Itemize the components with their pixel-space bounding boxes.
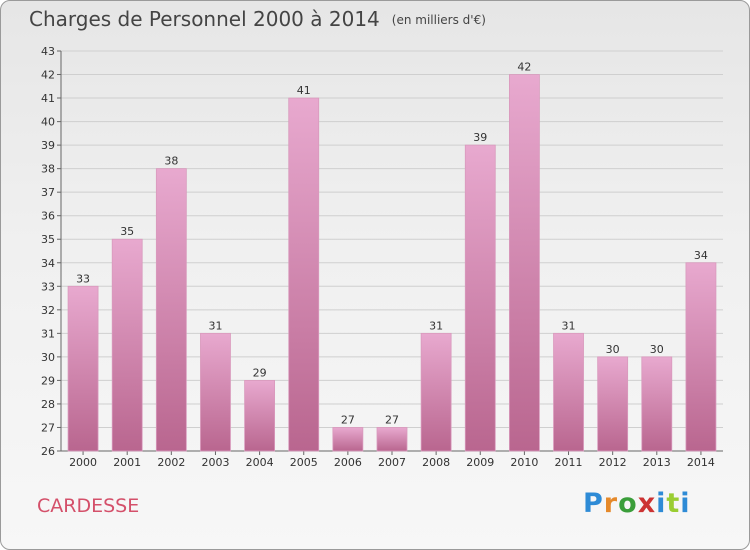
- chart-title-text: Charges de Personnel 2000 à 2014: [29, 7, 380, 31]
- y-tick-label: 32: [41, 304, 55, 317]
- chart-subtitle: (en milliers d'€): [391, 13, 486, 27]
- y-tick-label: 29: [41, 374, 55, 387]
- y-tick-label: 39: [41, 139, 55, 152]
- data-label-2009: 39: [473, 131, 487, 144]
- data-label-2004: 29: [253, 366, 267, 379]
- x-tick-label: 2003: [201, 456, 229, 469]
- y-tick-label: 42: [41, 69, 55, 82]
- x-tick-label: 2011: [555, 456, 583, 469]
- data-label-2003: 31: [208, 319, 222, 332]
- x-tick-label: 2001: [113, 456, 141, 469]
- bar-2009: [464, 144, 496, 452]
- data-label-2001: 35: [120, 225, 134, 238]
- y-tick-label: 43: [41, 45, 55, 58]
- x-tick-label: 2013: [643, 456, 671, 469]
- y-tick-label: 36: [41, 210, 55, 223]
- bar-2007: [376, 427, 408, 452]
- bar-2000: [67, 285, 99, 452]
- data-label-2006: 27: [341, 413, 355, 426]
- data-label-2014: 34: [694, 249, 708, 262]
- y-tick-label: 30: [41, 351, 55, 364]
- x-tick-label: 2014: [687, 456, 715, 469]
- x-tick-label: 2009: [466, 456, 494, 469]
- bar-2002: [155, 168, 187, 452]
- data-label-2005: 41: [297, 84, 311, 97]
- y-tick-label: 27: [41, 421, 55, 434]
- bar-2006: [332, 427, 364, 452]
- proxiti-logo: Proxiti: [583, 488, 691, 519]
- bar-2001: [111, 238, 143, 452]
- bar-2014: [685, 262, 717, 452]
- y-tick-label: 33: [41, 280, 55, 293]
- y-tick-label: 38: [41, 163, 55, 176]
- data-label-2011: 31: [562, 319, 576, 332]
- data-label-2000: 33: [76, 272, 90, 285]
- bar-2004: [244, 380, 276, 452]
- data-label-2007: 27: [385, 413, 399, 426]
- y-tick-label: 28: [41, 398, 55, 411]
- y-tick-label: 26: [41, 445, 55, 458]
- data-label-2008: 31: [429, 319, 443, 332]
- y-tick-label: 35: [41, 233, 55, 246]
- x-tick-label: 2007: [378, 456, 406, 469]
- bar-2013: [641, 356, 673, 452]
- bar-2005: [288, 97, 320, 452]
- x-tick-label: 2010: [510, 456, 538, 469]
- bar-2008: [420, 332, 452, 452]
- bar-2003: [200, 332, 231, 452]
- x-tick-label: 2002: [157, 456, 185, 469]
- commune-name: CARDESSE: [37, 495, 140, 517]
- y-tick-label: 40: [41, 116, 55, 129]
- bar-2011: [553, 332, 584, 452]
- x-tick-label: 2008: [422, 456, 450, 469]
- bar-2010: [508, 74, 540, 452]
- data-label-2012: 30: [606, 343, 620, 356]
- bars: [67, 74, 717, 452]
- data-labels: 33 35 38 31 29 41 27 27 31 39 42 31 30 30 34: [76, 61, 708, 427]
- x-tick-label: 2005: [290, 456, 318, 469]
- chart-title: Charges de Personnel 2000 à 2014 (en mill…: [29, 7, 486, 31]
- x-tick-label: 2006: [334, 456, 362, 469]
- data-label-2013: 30: [650, 343, 664, 356]
- x-tick-label: 2000: [69, 456, 97, 469]
- data-label-2010: 42: [517, 61, 531, 74]
- y-tick-label: 37: [41, 186, 55, 199]
- y-tick-label: 41: [41, 92, 55, 105]
- y-tick-label: 34: [41, 257, 55, 270]
- x-tick-label: 2012: [599, 456, 627, 469]
- x-tick-label: 2004: [246, 456, 274, 469]
- y-tick-label: 31: [41, 327, 55, 340]
- bar-2012: [597, 356, 629, 452]
- data-label-2002: 38: [164, 155, 178, 168]
